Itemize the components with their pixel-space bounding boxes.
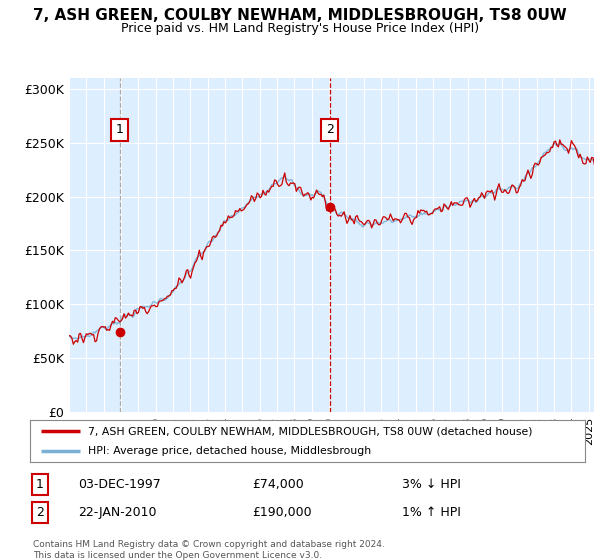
Text: 1: 1	[116, 124, 124, 137]
Text: 1: 1	[36, 478, 44, 491]
Text: 03-DEC-1997: 03-DEC-1997	[78, 478, 161, 491]
Text: 1% ↑ HPI: 1% ↑ HPI	[402, 506, 461, 519]
Text: 7, ASH GREEN, COULBY NEWHAM, MIDDLESBROUGH, TS8 0UW: 7, ASH GREEN, COULBY NEWHAM, MIDDLESBROU…	[33, 8, 567, 24]
Text: 7, ASH GREEN, COULBY NEWHAM, MIDDLESBROUGH, TS8 0UW (detached house): 7, ASH GREEN, COULBY NEWHAM, MIDDLESBROU…	[88, 426, 533, 436]
Text: HPI: Average price, detached house, Middlesbrough: HPI: Average price, detached house, Midd…	[88, 446, 371, 456]
Text: £74,000: £74,000	[252, 478, 304, 491]
Text: 2: 2	[36, 506, 44, 519]
Text: 2: 2	[326, 124, 334, 137]
Text: 3% ↓ HPI: 3% ↓ HPI	[402, 478, 461, 491]
Text: Price paid vs. HM Land Registry's House Price Index (HPI): Price paid vs. HM Land Registry's House …	[121, 22, 479, 35]
Text: £190,000: £190,000	[252, 506, 311, 519]
Text: 22-JAN-2010: 22-JAN-2010	[78, 506, 157, 519]
Text: Contains HM Land Registry data © Crown copyright and database right 2024.
This d: Contains HM Land Registry data © Crown c…	[33, 540, 385, 560]
